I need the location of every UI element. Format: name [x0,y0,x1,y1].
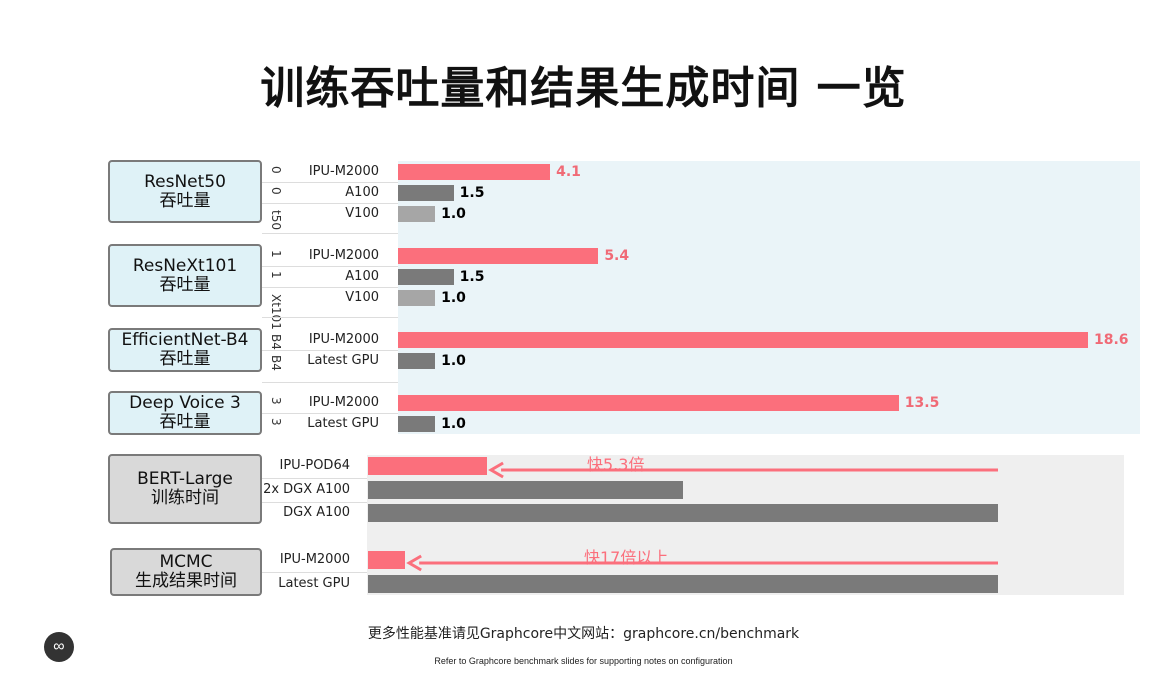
hardware-label: Latest GPU [278,576,350,591]
hardware-label: IPU-POD64 [279,458,350,473]
side-tag: Xt101 [269,294,283,330]
group-divider [262,382,398,383]
model-box-line: MCMC [159,552,213,572]
hardware-label: A100 [345,185,379,200]
row-divider [262,287,398,288]
bar [398,185,454,201]
value-label: 1.5 [459,269,485,285]
page-title: 训练吞吐量和结果生成时间 一览 [260,63,907,114]
bar [368,551,406,569]
value-label: 4.1 [556,164,581,180]
row-divider [262,203,398,204]
group-divider [262,317,398,318]
model-box-line: EfficientNet-B4 [121,330,249,350]
hardware-label: IPU-M2000 [308,248,379,263]
footer-benchmark-link: 更多性能基准请见Graphcore中文网站：graphcore.cn/bench… [367,626,800,642]
hardware-label: A100 [345,269,379,284]
model-box-line: BERT-Large [137,469,233,489]
time-panel [262,455,1124,595]
hardware-label: Latest GPU [307,416,379,431]
side-tag: 1 [269,271,283,279]
bar [398,269,454,285]
side-tag: t50 [269,210,283,230]
model-box-line: ResNeXt101 [132,255,238,276]
hardware-label: DGX A100 [283,505,350,520]
footer-note: Refer to Graphcore benchmark slides for … [434,656,733,666]
group-divider [262,233,398,234]
value-label: 1.0 [441,290,466,306]
hardware-label: V100 [345,290,379,305]
model-box: Deep Voice 3 吞吐量 [108,391,262,435]
hardware-label: IPU-M2000 [308,164,379,179]
speedup-annotation: 快5.3倍 [587,455,645,474]
model-box-line: 训练时间 [151,488,219,508]
row-divider [262,572,367,573]
hardware-label: IPU-M2000 [279,552,350,567]
hardware-label: 2x DGX A100 [263,482,350,497]
bar [368,457,488,475]
bar [398,206,436,222]
hardware-label: IPU-M2000 [308,395,379,410]
model-box-line: 吞吐量 [159,412,211,432]
model-box-line: ResNet50 [144,171,226,192]
model-box: BERT-Large 训练时间 [108,454,262,524]
bar [398,332,1088,348]
side-tag: 1 [269,250,283,258]
model-box-line: 吞吐量 [159,274,211,295]
bar [368,481,683,499]
hardware-label: V100 [345,206,379,221]
hardware-label: IPU-M2000 [308,332,379,347]
side-tag: 3 [269,397,283,405]
bar [398,290,436,306]
model-box-line: 吞吐量 [159,190,211,211]
bar [398,416,436,432]
value-label: 5.4 [604,248,630,264]
model-box: ResNeXt101 吞吐量 [108,244,262,307]
label-column [262,161,398,434]
graphcore-logo-icon: ∞ [44,632,74,662]
model-box-line: Deep Voice 3 [129,393,241,413]
value-label: 1.0 [441,206,466,222]
value-label: 18.6 [1094,332,1129,348]
model-box: MCMC 生成结果时间 [110,548,262,596]
value-label: 1.0 [441,416,466,432]
model-box: ResNet50 吞吐量 [108,160,262,223]
row-divider [262,502,367,503]
value-label: 13.5 [904,395,940,411]
value-label: 1.0 [441,353,466,369]
value-label: 1.5 [459,185,485,201]
hardware-label: Latest GPU [307,353,379,368]
row-divider [262,266,398,267]
row-divider [262,478,367,479]
bar [398,353,436,369]
speedup-annotation: 快17倍以上 [584,548,669,567]
row-divider [262,350,398,351]
model-box-line: 吞吐量 [159,349,211,369]
bar [368,504,998,522]
model-box-line: 生成结果时间 [135,571,237,591]
side-tag: B4 [269,355,283,371]
label-column [262,455,367,595]
side-tag: 0 [269,187,283,195]
side-tag: 3 [269,418,283,426]
model-box: EfficientNet-B4 吞吐量 [108,328,262,372]
bar [398,395,899,411]
row-divider [262,413,398,414]
bar [398,164,551,180]
side-tag: B4 [269,334,283,350]
row-divider [262,182,398,183]
side-tag: 0 [269,166,283,174]
bar [398,248,599,264]
bar [368,575,998,593]
